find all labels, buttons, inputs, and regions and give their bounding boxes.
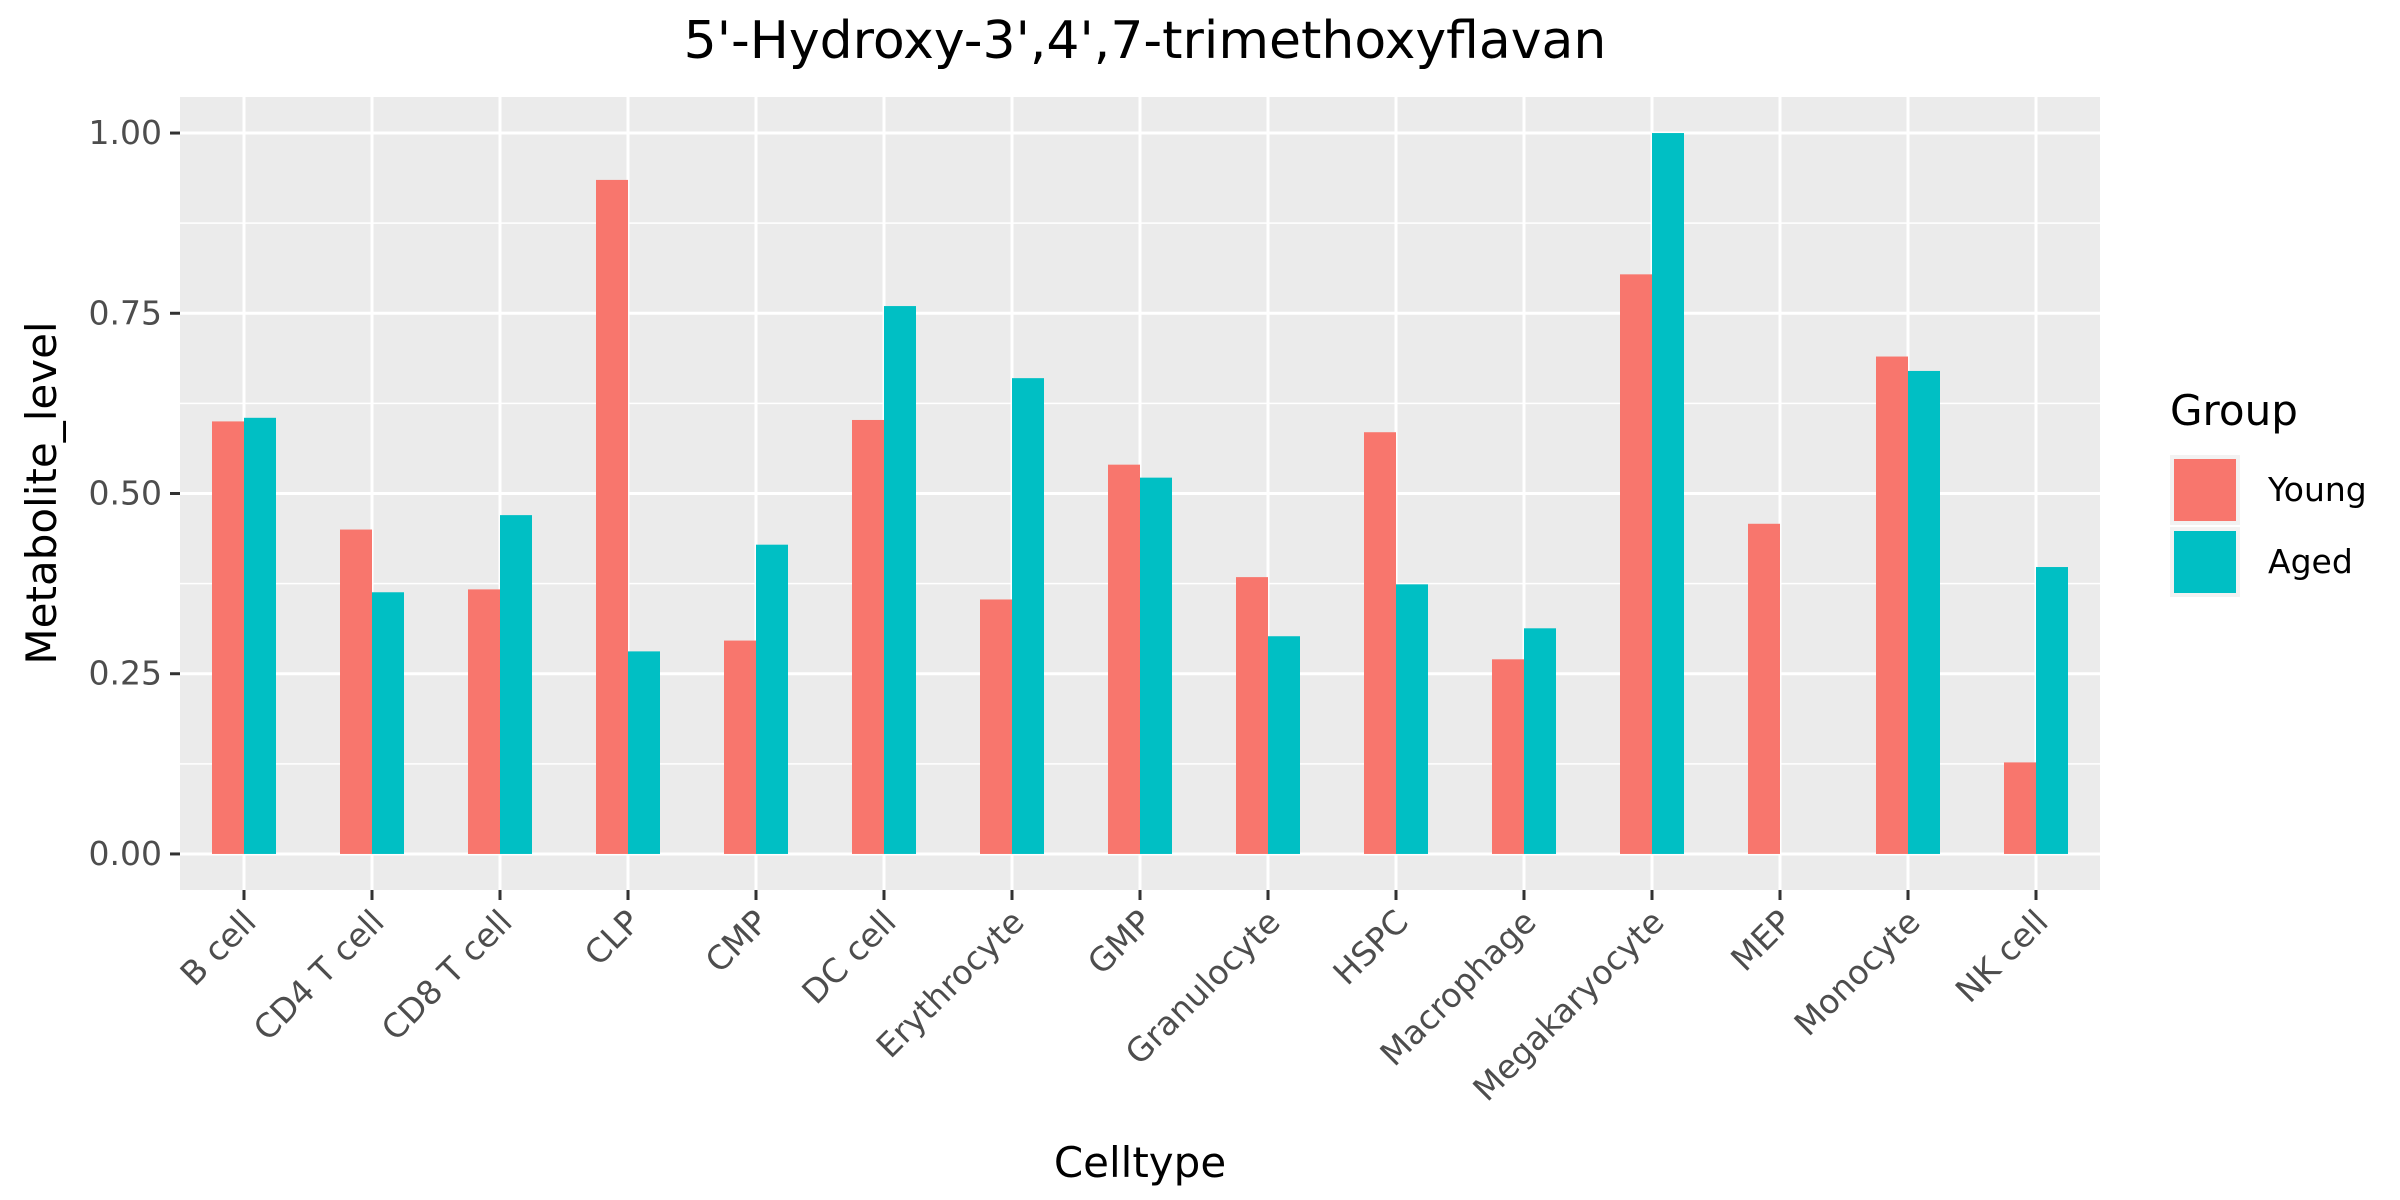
- x-tick-label: CLP: [577, 902, 648, 973]
- y-tick-label: 0.50: [89, 474, 162, 513]
- bar-young-b-cell: [212, 421, 244, 854]
- x-tick-label: CD4 T cell: [246, 902, 392, 1048]
- legend-key-aged: [2174, 531, 2236, 593]
- legend-title: Group: [2170, 386, 2298, 435]
- bar-young-cd4-t-cell: [340, 529, 372, 854]
- bar-aged-clp: [628, 651, 660, 854]
- bar-young-dc-cell: [852, 419, 884, 854]
- bar-aged-cd4-t-cell: [372, 592, 404, 854]
- bar-young-megakaryocyte: [1620, 274, 1652, 854]
- bar-aged-cmp: [756, 544, 788, 854]
- x-tick-label: CMP: [698, 902, 776, 980]
- bar-aged-granulocyte: [1268, 636, 1300, 854]
- x-tick-label: NK cell: [1948, 902, 2056, 1010]
- bar-aged-hspc: [1396, 584, 1428, 854]
- x-tick-label: B cell: [172, 902, 263, 993]
- x-tick-label: MEP: [1723, 902, 1800, 979]
- legend-label-aged: Aged: [2268, 542, 2353, 581]
- bar-aged-nk-cell: [2036, 567, 2068, 854]
- x-tick-label: Monocyte: [1786, 902, 1927, 1043]
- bar-young-monocyte: [1876, 356, 1908, 854]
- bar-aged-macrophage: [1524, 628, 1556, 854]
- y-tick-label: 0.00: [89, 834, 162, 873]
- y-tick-label: 0.75: [89, 293, 162, 332]
- y-axis: 0.00 0.25 0.50 0.75 1.00: [89, 113, 180, 873]
- bar-young-hspc: [1364, 432, 1396, 854]
- bar-young-clp: [596, 179, 628, 854]
- x-tick-label: DC cell: [794, 902, 903, 1011]
- bars: [212, 133, 2068, 854]
- chart-title: 5'-Hydroxy-3',4',7-trimethoxyflavan: [684, 11, 1607, 71]
- x-axis-title: Celltype: [1054, 1138, 1226, 1187]
- bar-young-macrophage: [1492, 659, 1524, 854]
- legend-label-young: Young: [2267, 470, 2367, 509]
- bar-young-gmp: [1108, 464, 1140, 854]
- bar-aged-monocyte: [1908, 370, 1940, 854]
- bar-aged-b-cell: [244, 417, 276, 854]
- x-tick-label: HSPC: [1325, 902, 1415, 992]
- bar-aged-gmp: [1140, 477, 1172, 854]
- y-axis-title: Metabolite_level: [17, 321, 66, 664]
- y-tick-label: 1.00: [89, 113, 162, 152]
- y-tick-label: 0.25: [89, 654, 162, 693]
- bar-young-granulocyte: [1236, 577, 1268, 854]
- legend-key-young: [2174, 459, 2236, 521]
- legend: Group Young Aged: [2170, 386, 2367, 597]
- bar-young-cmp: [724, 640, 756, 854]
- x-tick-label: GMP: [1080, 902, 1160, 982]
- bar-young-nk-cell: [2004, 762, 2036, 854]
- bar-aged-erythrocyte: [1012, 378, 1044, 854]
- bar-aged-dc-cell: [884, 306, 916, 854]
- bar-young-mep: [1748, 523, 1780, 854]
- bar-aged-cd8-t-cell: [500, 515, 532, 854]
- x-tick-label: CD8 T cell: [374, 902, 520, 1048]
- bar-aged-megakaryocyte: [1652, 133, 1684, 854]
- bar-young-cd8-t-cell: [468, 589, 500, 854]
- bar-young-erythrocyte: [980, 599, 1012, 854]
